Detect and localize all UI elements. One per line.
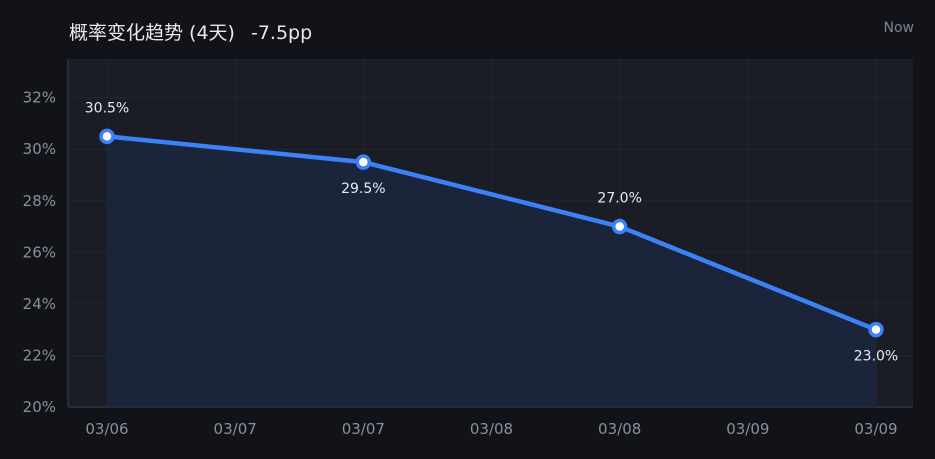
y-tick-label: 26% bbox=[23, 243, 56, 261]
x-tick-label: 03/06 bbox=[85, 420, 128, 438]
y-tick-label: 20% bbox=[23, 398, 56, 416]
data-label: 29.5% bbox=[341, 181, 385, 197]
series-line bbox=[104, 134, 879, 332]
chart-header: 概率变化趋势 (4天) -7.5pp bbox=[69, 18, 312, 45]
now-label: Now bbox=[883, 20, 915, 36]
x-tick-label: 03/09 bbox=[854, 420, 897, 438]
change-value: -7.5pp bbox=[250, 22, 313, 44]
y-tick-label: 28% bbox=[23, 192, 56, 210]
area-fill bbox=[107, 136, 876, 408]
chart-title: 概率变化趋势 (4天) bbox=[69, 22, 235, 44]
data-point bbox=[355, 154, 372, 170]
data-label: 23.0% bbox=[854, 349, 898, 365]
data-points bbox=[99, 128, 884, 338]
data-labels: 30.5% 29.5% 27.0% 23.0% bbox=[85, 100, 898, 364]
data-label: 27.0% bbox=[597, 191, 641, 207]
x-tick-label: 03/09 bbox=[726, 420, 769, 438]
y-tick-label: 30% bbox=[23, 140, 56, 158]
data-point bbox=[868, 321, 884, 338]
data-point bbox=[611, 218, 628, 235]
x-tick-label: 03/08 bbox=[598, 420, 641, 438]
y-tick-label: 24% bbox=[23, 295, 56, 313]
x-tick-label: 03/07 bbox=[214, 420, 257, 438]
x-tick-labels: 03/06 03/07 03/07 03/08 03/08 03/09 03/09 bbox=[85, 420, 897, 438]
y-tick-label: 22% bbox=[23, 346, 56, 364]
y-tick-label: 32% bbox=[23, 89, 56, 107]
data-point bbox=[99, 128, 115, 145]
y-tick-labels: 20% 22% 24% 26% 28% 30% 32% bbox=[23, 89, 56, 416]
x-tick-label: 03/07 bbox=[342, 420, 385, 438]
data-label: 30.5% bbox=[85, 100, 129, 116]
x-tick-label: 03/08 bbox=[470, 420, 513, 438]
